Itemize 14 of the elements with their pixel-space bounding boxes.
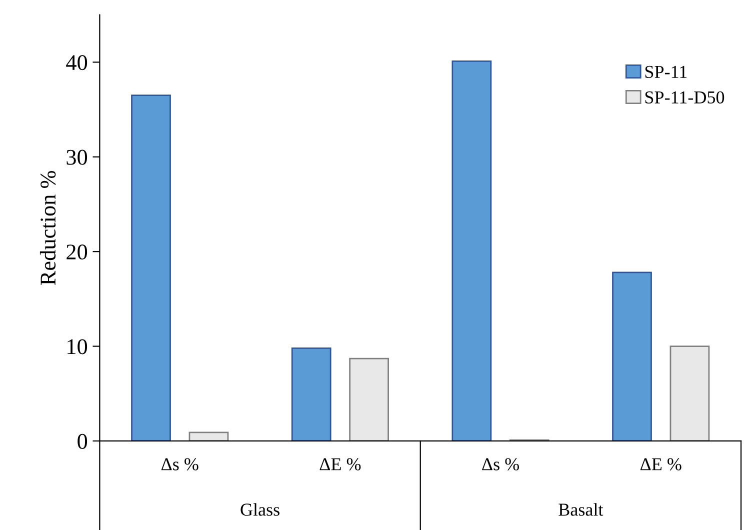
legend-label: SP-11-D50 (645, 91, 724, 104)
text: Glass (240, 503, 280, 516)
x-tick-label: Δs % (482, 458, 520, 470)
legend-label: SP-11 (645, 66, 687, 78)
y-tick-label: 30 (66, 150, 88, 165)
y-tick-label: 0 (78, 434, 88, 449)
y-tick-label: 20 (66, 244, 88, 260)
y-axis-title: Reduction % (40, 170, 56, 285)
y-tick-label: 10 (68, 339, 88, 354)
x-tick-label: ΔE % (640, 458, 682, 470)
x-tick-label: Δs % (161, 458, 198, 470)
y-tick-label: 40 (66, 55, 88, 70)
text: Basalt (558, 503, 604, 516)
x-tick-label: ΔE % (320, 458, 361, 470)
